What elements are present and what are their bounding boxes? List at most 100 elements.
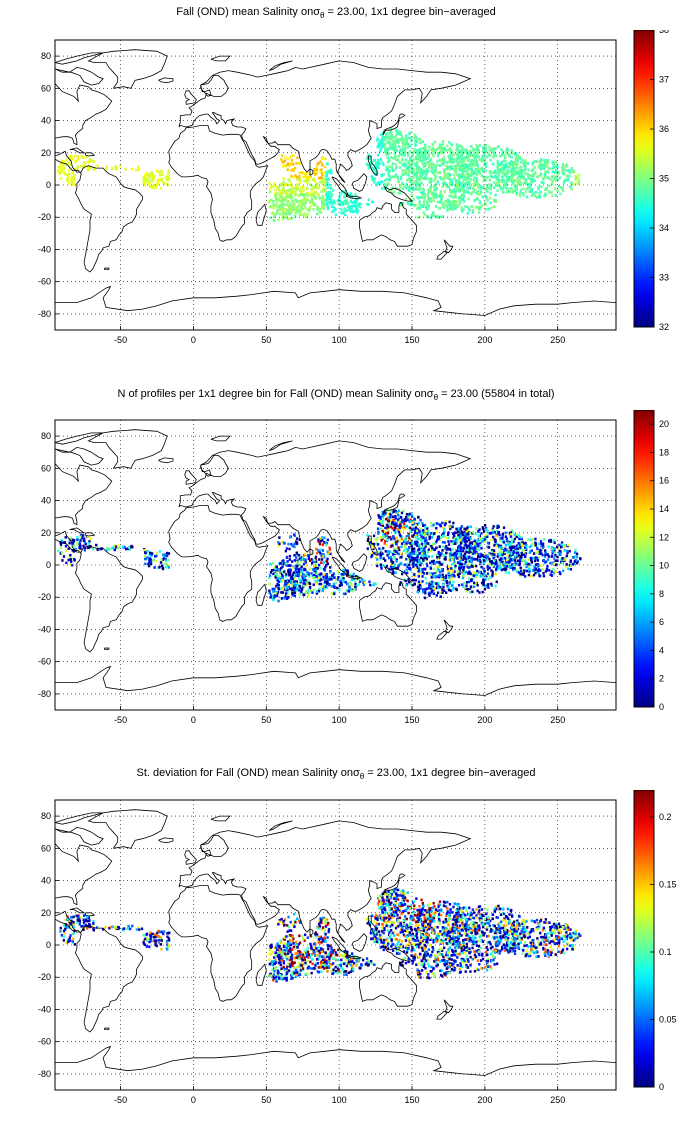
data-bin — [565, 563, 568, 566]
data-bin — [554, 165, 557, 169]
data-bin — [369, 541, 372, 544]
data-bin — [523, 193, 526, 197]
data-bin — [86, 535, 89, 539]
data-bin — [356, 204, 360, 207]
data-bin — [516, 547, 519, 551]
data-bin — [152, 177, 155, 181]
data-bin — [288, 179, 291, 182]
data-bin — [271, 561, 275, 565]
data-bin — [146, 556, 149, 560]
data-bin — [321, 543, 325, 546]
data-bin — [457, 561, 460, 565]
data-bin — [534, 537, 537, 541]
data-bin — [323, 203, 327, 206]
data-bin — [293, 202, 296, 206]
data-bin — [87, 546, 90, 549]
data-bin — [313, 576, 316, 579]
data-bin — [291, 544, 294, 548]
data-bin — [278, 208, 281, 211]
data-bin — [394, 128, 398, 132]
data-bin — [389, 565, 393, 568]
data-bin — [86, 166, 89, 170]
data-bin — [544, 570, 548, 573]
data-bin — [514, 561, 517, 564]
data-bin — [460, 157, 463, 161]
data-bin — [329, 187, 332, 190]
data-bin — [546, 170, 549, 173]
data-bin — [458, 144, 461, 148]
data-bin — [514, 156, 517, 160]
data-bin — [291, 593, 294, 597]
data-bin — [533, 543, 536, 547]
data-bin — [79, 533, 83, 537]
data-bin — [149, 560, 153, 563]
data-bin — [522, 164, 526, 168]
data-bin — [282, 177, 285, 180]
data-bin — [453, 190, 457, 194]
data-bin — [323, 587, 326, 590]
data-bin — [484, 203, 487, 207]
data-bin — [534, 568, 537, 571]
data-bin — [486, 199, 489, 202]
data-bin — [348, 585, 351, 589]
data-bin — [412, 150, 415, 153]
data-bin — [273, 213, 276, 217]
data-bin — [442, 526, 445, 530]
data-bin — [416, 544, 419, 547]
data-bin — [281, 586, 285, 590]
data-bin — [320, 582, 323, 586]
data-bin — [424, 175, 427, 179]
data-bin — [59, 543, 63, 546]
data-bin — [502, 179, 506, 182]
data-bin — [501, 551, 504, 554]
data-bin — [491, 552, 494, 556]
data-bin — [407, 558, 410, 561]
data-bin — [285, 214, 288, 218]
data-bin — [380, 145, 384, 149]
data-bin — [281, 205, 284, 208]
data-bin — [468, 559, 471, 563]
colorbar-tick-label: 36 — [659, 124, 669, 134]
data-bin — [398, 149, 402, 153]
data-bin — [342, 568, 345, 572]
data-bin — [408, 131, 412, 135]
data-bin — [438, 545, 441, 548]
data-bin — [319, 160, 322, 164]
data-bin — [407, 188, 410, 192]
data-bin — [353, 200, 356, 204]
data-bin — [395, 543, 398, 546]
data-bin — [409, 149, 412, 153]
data-bin — [438, 560, 441, 564]
data-bin — [547, 184, 551, 187]
data-bin — [522, 177, 525, 180]
data-bin — [398, 161, 401, 164]
data-bin — [408, 162, 411, 166]
data-bin — [414, 138, 417, 142]
data-bin — [302, 175, 305, 179]
data-bin — [367, 542, 370, 546]
data-bin — [72, 544, 76, 548]
data-bin — [316, 208, 319, 211]
data-bin — [371, 200, 374, 204]
data-bin — [299, 579, 302, 583]
data-bin — [447, 548, 450, 551]
data-bin — [443, 190, 446, 193]
data-bin — [534, 172, 537, 176]
data-bin — [504, 159, 507, 163]
data-bin — [544, 170, 547, 174]
data-bin — [520, 161, 523, 164]
data-bin — [321, 555, 324, 558]
data-bin — [515, 535, 518, 539]
data-bin — [376, 536, 379, 540]
data-bin — [397, 129, 400, 133]
data-bin — [481, 537, 484, 540]
data-bin — [564, 565, 568, 568]
data-bin — [524, 164, 527, 167]
data-bin — [507, 187, 510, 191]
data-bin — [482, 529, 486, 533]
data-bin — [351, 210, 354, 213]
data-bin — [501, 532, 504, 536]
data-bin — [417, 548, 420, 552]
data-bin — [286, 189, 290, 192]
data-bin — [516, 570, 519, 573]
